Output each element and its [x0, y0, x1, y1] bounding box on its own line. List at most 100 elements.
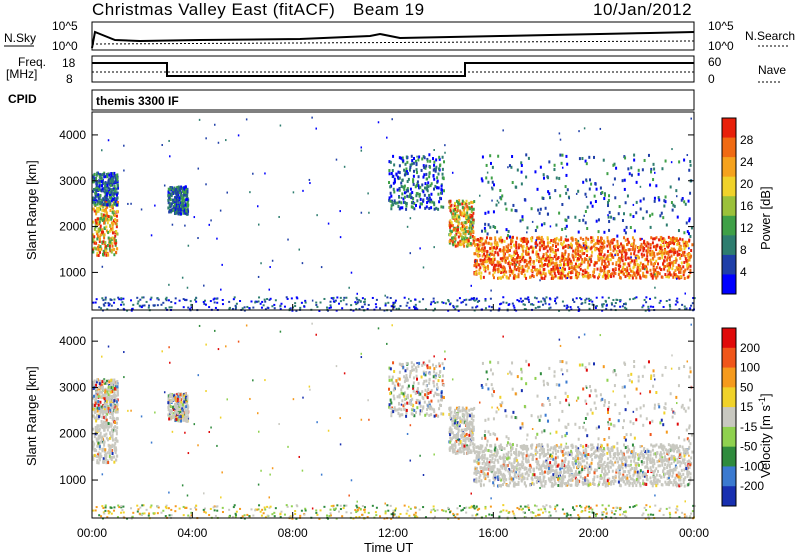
- power-cell: [553, 168, 555, 171]
- power-cell: [671, 161, 673, 163]
- power-colorbar-swatch: [722, 177, 736, 197]
- velocity-cell: [187, 397, 189, 400]
- power-colorbar-label: Power [dB]: [758, 186, 773, 250]
- velocity-cell: [116, 381, 118, 384]
- power-cell: [532, 247, 534, 250]
- power-cell: [577, 306, 579, 308]
- power-cell: [110, 172, 112, 175]
- power-cell: [513, 307, 515, 309]
- power-cell: [326, 307, 328, 309]
- power-cell: [629, 172, 631, 175]
- power-cell: [108, 218, 110, 221]
- power-cell: [676, 259, 678, 262]
- power-cell: [487, 267, 489, 270]
- velocity-cell: [458, 443, 460, 446]
- velocity-cell: [442, 362, 444, 365]
- power-cell: [594, 243, 596, 246]
- power-cell: [96, 172, 98, 175]
- power-cell: [669, 271, 671, 274]
- power-cell: [678, 229, 680, 232]
- velocity-cell: [99, 428, 101, 431]
- power-cell: [442, 168, 444, 171]
- power-cell: [535, 239, 537, 241]
- velocity-cell: [175, 399, 177, 402]
- velocity-cell: [470, 423, 472, 426]
- power-cell: [612, 164, 614, 167]
- power-cell: [101, 149, 103, 151]
- power-cell: [638, 246, 640, 249]
- power-cell: [468, 202, 470, 205]
- velocity-cell: [457, 435, 459, 438]
- velocity-cell: [462, 439, 464, 442]
- power-cell: [466, 211, 468, 214]
- power-cell: [658, 198, 660, 201]
- velocity-cell: [116, 426, 118, 429]
- power-cell: [509, 236, 511, 239]
- power-cell: [462, 200, 464, 203]
- power-cell: [580, 298, 582, 300]
- velocity-cell: [109, 455, 111, 458]
- power-cell: [588, 276, 590, 279]
- velocity-cell: [455, 452, 457, 455]
- velocity-cell: [169, 410, 171, 413]
- power-cell: [137, 303, 139, 305]
- power-cell: [524, 198, 526, 201]
- power-cell: [421, 157, 423, 160]
- power-cell: [493, 183, 495, 186]
- power-cell: [293, 191, 295, 193]
- power-cell: [484, 230, 486, 233]
- power-cell: [508, 249, 510, 252]
- velocity-cell: [185, 416, 187, 419]
- power-cell: [432, 157, 434, 160]
- power-cell: [675, 300, 677, 302]
- power-cell: [577, 190, 579, 193]
- power-cell: [477, 243, 479, 246]
- velocity-cell: [399, 371, 401, 374]
- power-cell: [543, 241, 545, 244]
- power-cell: [605, 301, 607, 303]
- power-cell: [404, 297, 406, 299]
- power-cell: [136, 297, 138, 299]
- power-cell: [561, 154, 563, 157]
- power-cell: [333, 297, 335, 299]
- power-cell: [364, 303, 366, 305]
- power-cell: [103, 217, 105, 220]
- power-cell: [330, 301, 332, 303]
- power-cell: [503, 273, 505, 276]
- velocity-cell: [96, 378, 98, 381]
- power-cell: [180, 212, 182, 215]
- power-cell: [601, 191, 603, 194]
- power-cell: [531, 269, 533, 272]
- power-cell: [669, 299, 671, 301]
- power-cell: [451, 237, 453, 240]
- power-cell: [491, 246, 493, 249]
- power-cell: [548, 307, 550, 309]
- power-cell: [516, 299, 518, 301]
- velocity-cell: [423, 372, 425, 375]
- power-cell: [588, 298, 590, 300]
- velocity-cell: [113, 399, 115, 402]
- power-cell: [625, 231, 627, 234]
- power-cell: [564, 250, 566, 253]
- power-cell: [555, 224, 557, 227]
- power-cell: [510, 246, 512, 249]
- power-cell: [151, 234, 153, 236]
- power-cell: [340, 300, 342, 302]
- power-cell: [108, 174, 110, 177]
- power-cell: [498, 276, 500, 279]
- velocity-cell: [97, 400, 99, 403]
- power-cell: [109, 248, 111, 251]
- velocity-cell: [470, 449, 472, 452]
- power-cell: [586, 254, 588, 257]
- power-cell: [524, 260, 526, 263]
- power-cell: [615, 302, 617, 304]
- power-cell: [593, 156, 595, 159]
- power-cell: [451, 230, 453, 233]
- power-cell: [586, 196, 588, 198]
- power-cell: [123, 170, 125, 172]
- velocity-cell: [175, 418, 177, 421]
- power-cell: [545, 272, 547, 275]
- power-cell: [561, 203, 563, 206]
- power-cell: [608, 229, 610, 232]
- power-cell: [286, 296, 288, 298]
